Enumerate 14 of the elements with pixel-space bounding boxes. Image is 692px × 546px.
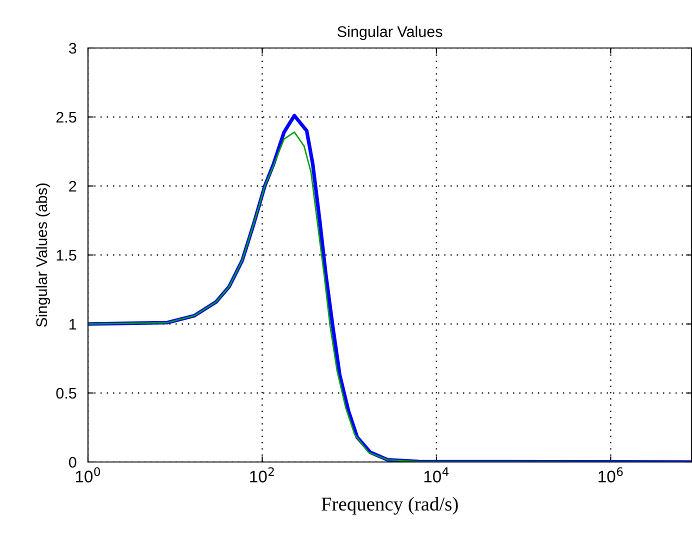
chart-title: Singular Values: [338, 26, 442, 40]
x-tick-label: 10$^{0}$: [76, 467, 100, 482]
x-tick-label: 10$^{6}$: [598, 467, 623, 482]
y-axis-title: Singular Values (abs): [36, 183, 50, 327]
y-tick-label: 1.5: [56, 250, 76, 261]
y-tick-label: 2.5: [56, 112, 76, 123]
x-tick-label: 10$^{4}$: [424, 467, 449, 482]
y-tick-label: 2: [69, 180, 76, 192]
y-tick-label: 1: [70, 319, 76, 330]
y-tick-label: 0.5: [56, 388, 76, 399]
y-tick-label: 0: [68, 456, 76, 468]
y-tick-label: 3: [68, 42, 76, 54]
x-axis-title: Frequency (rad/s): [322, 496, 458, 515]
x-tick-label: 10$^{2}$: [250, 467, 274, 482]
